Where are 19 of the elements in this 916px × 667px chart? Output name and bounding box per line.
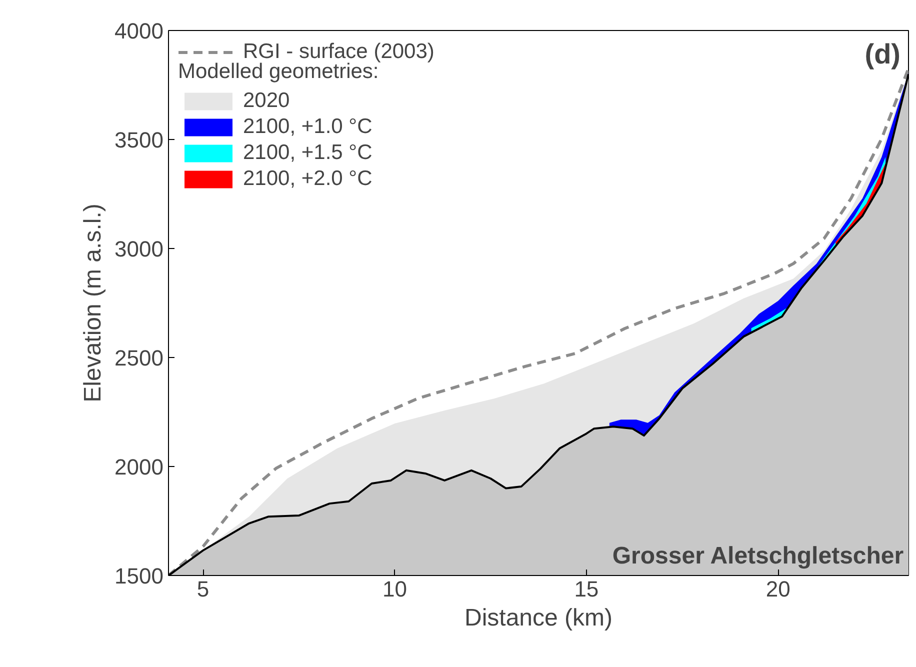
y-tick-label: 2500 [114,346,164,370]
x-tick-label: 5 [196,576,210,602]
y-tick-label: 1500 [114,564,164,588]
x-tick-label: 10 [382,576,407,602]
x-axis-title: Distance (km) [464,604,613,632]
legend-label: 2100, +2.0 °C [243,167,372,191]
y-tick-label: 2000 [114,454,164,480]
x-tick-label: 15 [574,576,599,602]
y-tick-label: 4000 [114,18,164,44]
annotation: Grosser Aletschgletscher [612,542,904,570]
annotation: (d) [864,38,901,70]
y-tick-label: 3500 [114,128,164,152]
x-tick-label: 20 [766,576,790,602]
legend-label: RGI - surface (2003) [243,40,434,63]
y-tick-label: 3000 [114,236,164,262]
y-axis-title: Elevation (m a.s.l.) [80,204,107,402]
legend-label: 2100, +1.0 °C [243,115,372,139]
legend-label: 2100, +1.5 °C [243,141,372,165]
legend-label: 2020 [243,89,290,113]
